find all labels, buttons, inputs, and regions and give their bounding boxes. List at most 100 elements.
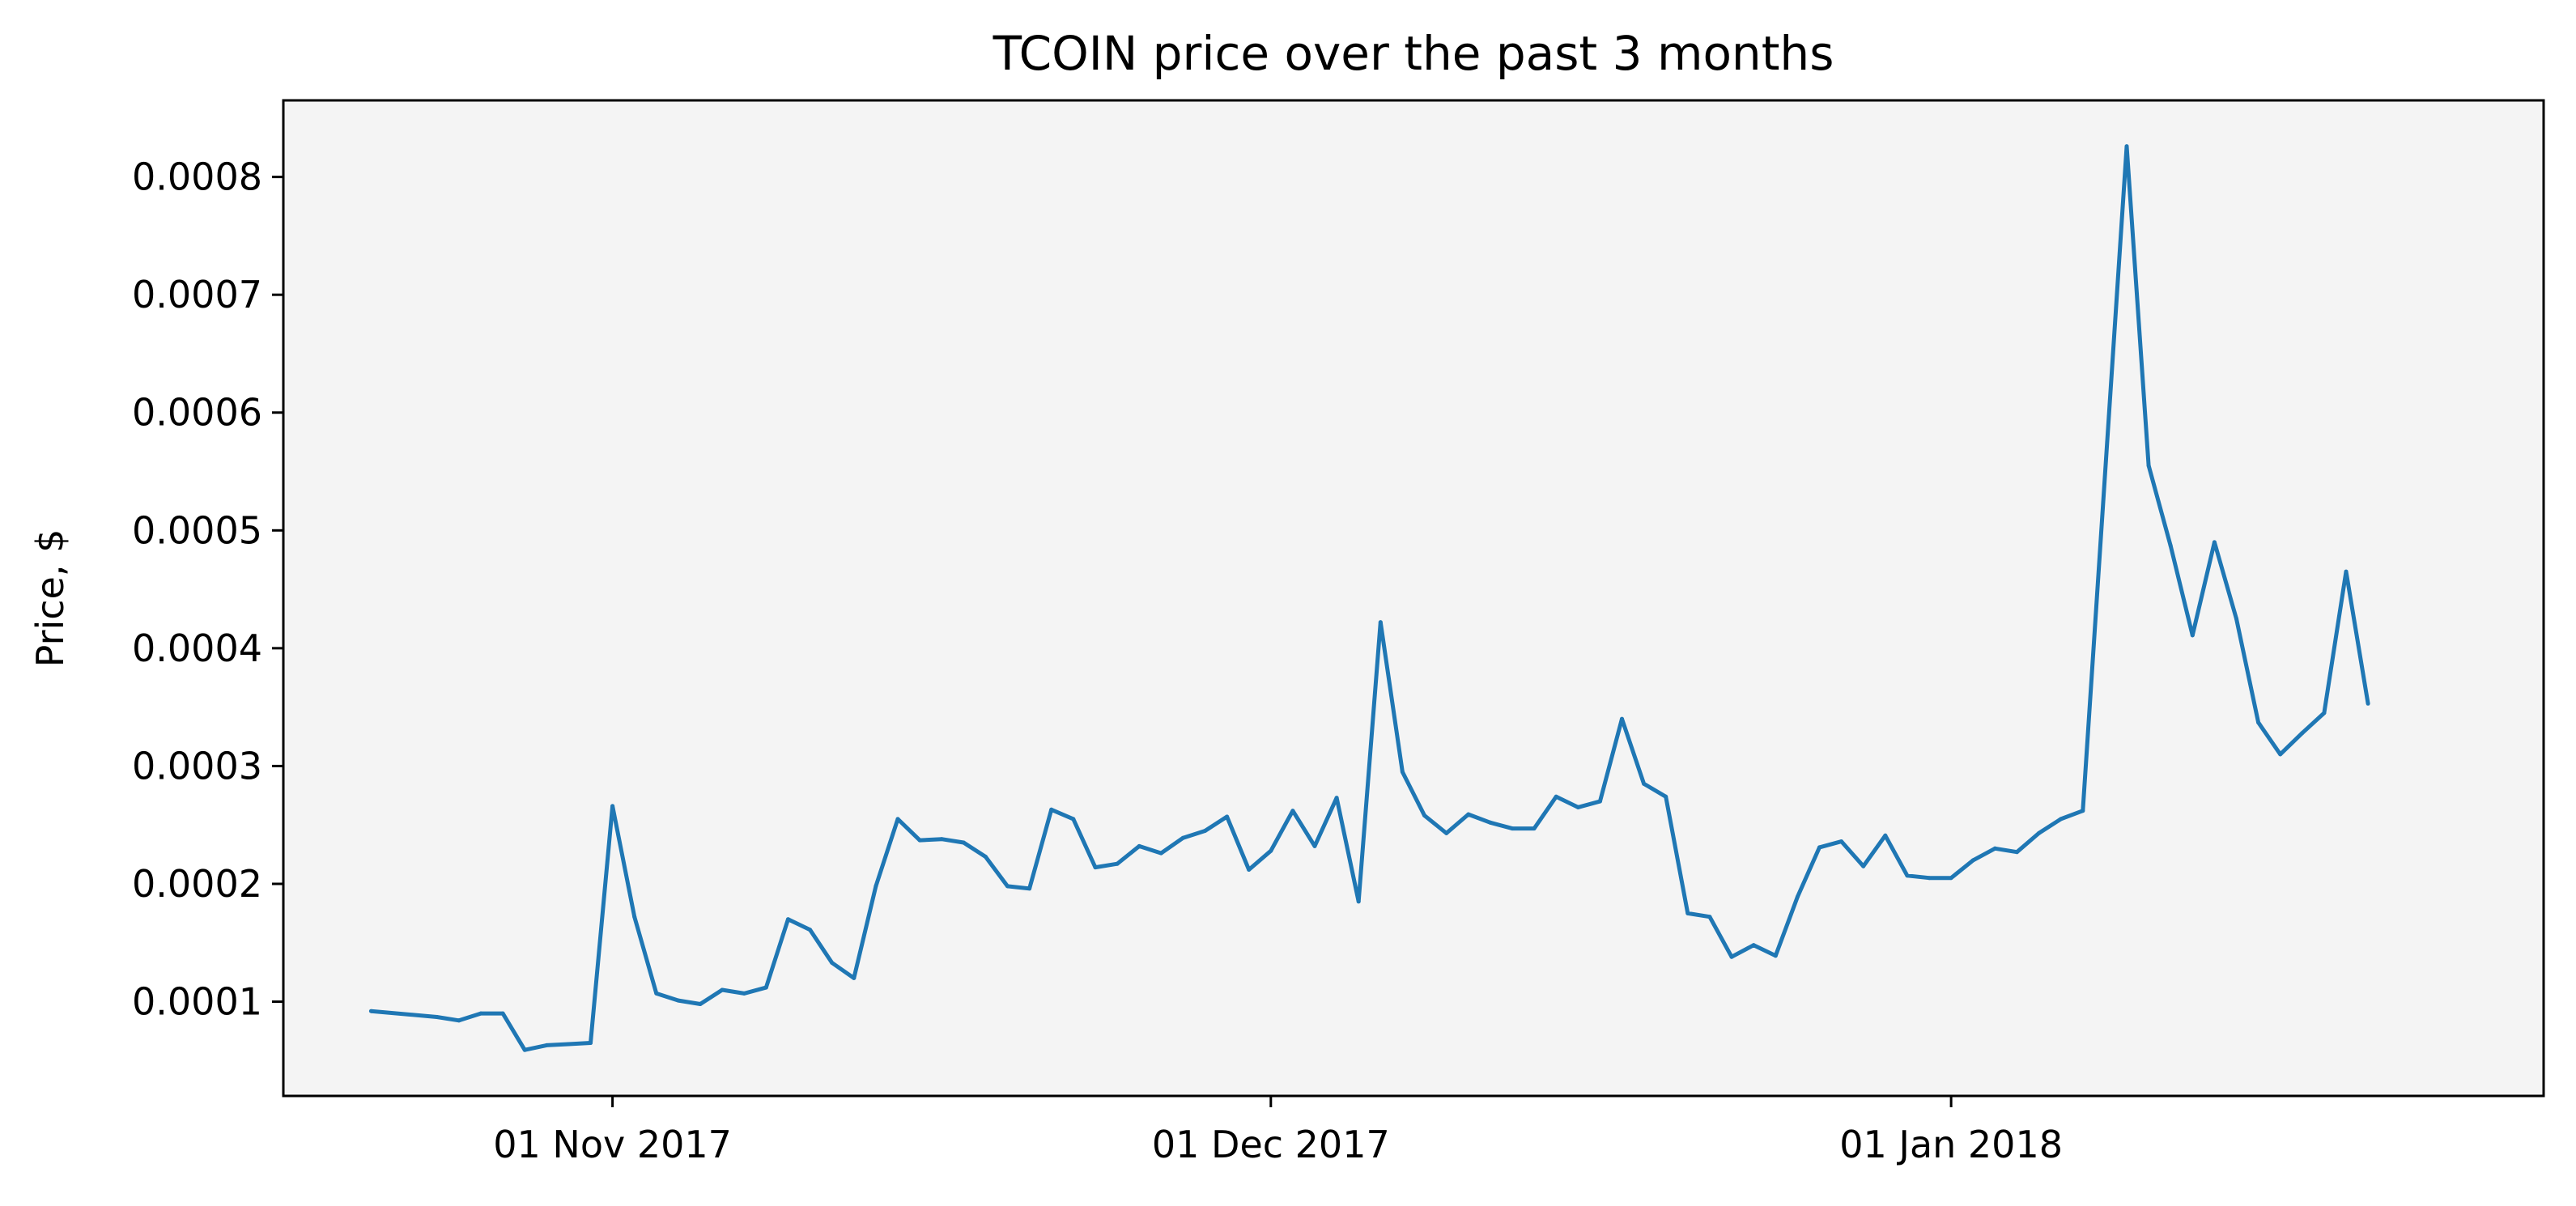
- data-point: [1400, 770, 1405, 775]
- data-point: [2212, 540, 2217, 545]
- data-point: [1664, 794, 1668, 799]
- data-point: [1356, 899, 1361, 904]
- chart-title: TCOIN price over the past 3 months: [993, 26, 1834, 81]
- data-point: [698, 1002, 703, 1006]
- data-point: [2234, 617, 2238, 621]
- data-point: [1488, 820, 1493, 825]
- data-point: [632, 915, 637, 919]
- data-point: [1861, 864, 1866, 868]
- data-point: [2366, 701, 2370, 706]
- data-point: [1378, 620, 1383, 625]
- data-point: [1071, 817, 1076, 822]
- data-point: [1773, 953, 1778, 958]
- data-point: [1180, 835, 1185, 840]
- data-point: [1510, 826, 1515, 831]
- data-point: [961, 840, 966, 845]
- data-point: [1970, 858, 1975, 863]
- data-point: [2278, 752, 2283, 757]
- data-point: [1795, 894, 1800, 899]
- x-tick-label: 01 Jan 2018: [1839, 1123, 2063, 1166]
- data-point: [435, 1015, 440, 1019]
- data-point: [2344, 569, 2349, 574]
- plot-frame: [282, 99, 2545, 1098]
- data-point: [1269, 848, 1273, 853]
- data-point: [2190, 633, 2195, 638]
- data-point: [1312, 843, 1317, 848]
- y-tick-label: 0.0005: [132, 508, 262, 552]
- data-point: [1444, 830, 1449, 835]
- x-tick-label: 01 Dec 2017: [1152, 1123, 1390, 1166]
- data-point: [1729, 954, 1734, 959]
- data-point: [1620, 716, 1624, 721]
- data-point: [1158, 851, 1163, 856]
- data-point: [1093, 865, 1098, 870]
- data-point: [457, 1018, 461, 1023]
- x-axis: 01 Nov 2017 01 Dec 2017 01 Jan 2018: [493, 1096, 2063, 1166]
- data-point: [939, 837, 944, 842]
- data-point: [1839, 839, 1844, 844]
- data-point: [1685, 911, 1690, 915]
- y-axis: 0.0001 0.0002 0.0003 0.0004 0.0005 0.0006 0.00…: [132, 155, 283, 1024]
- data-point: [1005, 884, 1010, 889]
- data-point: [2322, 711, 2327, 716]
- data-point: [1466, 812, 1471, 817]
- data-point: [2014, 850, 2019, 855]
- series-layer: [368, 144, 2370, 1052]
- data-point: [1992, 846, 1997, 851]
- data-point: [1817, 845, 1821, 850]
- data-point: [500, 1011, 505, 1016]
- data-point: [1290, 809, 1295, 813]
- data-point: [1203, 829, 1207, 833]
- y-tick-label: 0.0008: [132, 155, 262, 199]
- data-point: [654, 991, 659, 996]
- data-point: [852, 975, 857, 980]
- data-point: [544, 1043, 549, 1047]
- data-point: [1905, 873, 1910, 878]
- data-point: [1422, 813, 1427, 818]
- data-point: [2124, 144, 2129, 149]
- data-point: [1532, 826, 1537, 831]
- data-point: [610, 804, 615, 809]
- data-point: [1949, 876, 1953, 881]
- y-tick-label: 0.0001: [132, 980, 262, 1024]
- data-point: [1883, 833, 1888, 838]
- data-point: [1927, 876, 1932, 881]
- data-point: [1027, 886, 1032, 891]
- data-point: [589, 1041, 593, 1045]
- y-tick-label: 0.0007: [132, 273, 262, 316]
- data-point: [874, 884, 878, 889]
- data-point: [895, 817, 900, 822]
- data-point: [1334, 796, 1339, 800]
- data-point: [720, 987, 725, 992]
- y-tick-label: 0.0002: [132, 862, 262, 906]
- data-point: [917, 838, 922, 843]
- data-point: [1049, 807, 1054, 812]
- data-point: [2146, 463, 2151, 468]
- data-point: [566, 1042, 571, 1047]
- data-point: [1225, 814, 1230, 819]
- data-point: [2081, 809, 2085, 813]
- data-point: [2037, 830, 2041, 835]
- data-point: [676, 998, 681, 1003]
- data-point: [522, 1047, 527, 1052]
- data-point: [1575, 805, 1580, 809]
- x-tick-label: 01 Nov 2017: [493, 1123, 732, 1166]
- data-point: [2059, 817, 2064, 822]
- data-point: [2256, 720, 2261, 725]
- data-point: [763, 985, 768, 990]
- data-point: [1642, 781, 1647, 786]
- data-point: [983, 855, 988, 859]
- y-tick-label: 0.0006: [132, 391, 262, 435]
- data-point: [1707, 915, 1712, 919]
- data-point: [2168, 543, 2173, 548]
- data-point: [1554, 794, 1558, 799]
- data-point: [830, 961, 835, 965]
- data-point: [478, 1011, 483, 1016]
- data-point: [2300, 731, 2305, 736]
- data-point: [368, 1009, 373, 1013]
- data-point: [786, 917, 790, 922]
- data-point: [808, 928, 813, 932]
- data-point: [1115, 861, 1120, 866]
- data-point: [1751, 943, 1756, 948]
